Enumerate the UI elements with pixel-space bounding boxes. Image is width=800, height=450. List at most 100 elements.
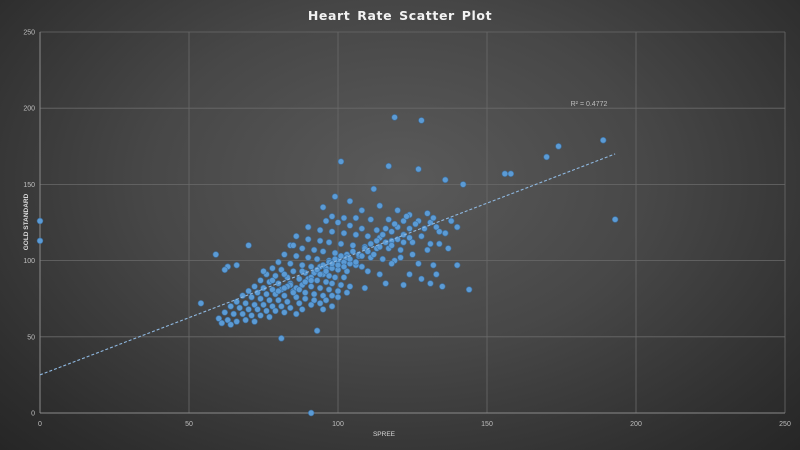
data-point (340, 229, 348, 237)
data-point (233, 318, 240, 325)
y-tick-label: 0 (31, 411, 35, 418)
data-point (409, 251, 416, 258)
x-tick-label: 100 (332, 421, 344, 428)
data-point (346, 222, 354, 229)
data-point (310, 246, 318, 254)
data-point (322, 297, 330, 304)
data-point (379, 255, 386, 263)
data-point (346, 283, 354, 290)
data-point (260, 301, 267, 308)
data-point (299, 245, 306, 252)
data-point (281, 251, 288, 258)
data-point (391, 114, 398, 121)
data-point (445, 245, 452, 252)
data-point (406, 225, 413, 232)
data-point (305, 223, 312, 231)
data-point (454, 261, 461, 269)
data-point (316, 300, 324, 307)
data-point (370, 251, 377, 258)
chart-title: Heart Rate Scatter Plot (307, 8, 493, 23)
data-point (293, 252, 300, 260)
y-axis-title: GOLD STANDARD (23, 193, 30, 250)
data-point (436, 240, 443, 248)
data-point (322, 268, 330, 275)
data-point (248, 293, 255, 301)
data-point (287, 260, 294, 267)
data-point (242, 316, 249, 324)
data-point (442, 229, 449, 237)
data-point (364, 233, 371, 240)
data-point (385, 216, 392, 223)
data-point (307, 301, 315, 308)
data-point (275, 297, 282, 304)
data-point (346, 197, 354, 205)
data-point (364, 268, 371, 275)
data-point (430, 261, 437, 269)
data-point (305, 254, 312, 261)
data-point (296, 275, 303, 283)
data-point (302, 278, 309, 286)
data-point (600, 137, 607, 144)
data-point (501, 170, 509, 177)
data-point (373, 237, 380, 244)
data-point (382, 225, 389, 232)
data-point (337, 158, 345, 165)
data-point (245, 287, 252, 295)
data-point (319, 204, 327, 211)
data-point (427, 219, 434, 226)
data-point (346, 255, 354, 263)
data-point (251, 301, 258, 308)
x-tick-label: 200 (630, 421, 642, 428)
data-point (266, 297, 273, 304)
data-point (263, 307, 270, 315)
data-point (349, 242, 357, 249)
data-point (406, 234, 413, 241)
data-point (367, 216, 374, 223)
data-point (400, 239, 407, 246)
data-point (278, 335, 285, 342)
data-point (272, 272, 279, 280)
x-tick-label: 50 (185, 421, 193, 428)
data-point (382, 280, 389, 287)
data-point (334, 293, 342, 301)
data-point (257, 312, 264, 319)
data-point (358, 207, 366, 214)
data-point (334, 261, 342, 269)
data-point (334, 287, 342, 295)
data-point (611, 216, 619, 223)
data-point (266, 313, 273, 321)
r-squared-label: R² = 0.4772 (571, 101, 608, 108)
data-point (236, 304, 243, 312)
data-point (281, 309, 288, 316)
data-point (218, 319, 225, 327)
data-point (307, 263, 315, 270)
data-point (242, 300, 249, 307)
data-point (322, 278, 330, 286)
data-point (251, 318, 258, 325)
data-point (296, 300, 303, 307)
data-point (221, 309, 228, 316)
data-point (299, 268, 306, 275)
data-point (263, 290, 270, 298)
data-point (328, 213, 336, 220)
data-point (328, 303, 336, 310)
data-point (418, 275, 425, 283)
data-point (352, 231, 360, 238)
data-point (391, 220, 398, 228)
data-point (296, 286, 303, 293)
data-point (319, 292, 327, 299)
data-point (337, 281, 345, 289)
data-point (373, 226, 380, 234)
data-point (257, 295, 264, 302)
data-point (418, 117, 425, 124)
data-point (415, 165, 422, 173)
data-point (316, 284, 324, 292)
data-point (269, 277, 276, 284)
data-point (358, 263, 366, 270)
data-point (331, 193, 339, 200)
data-point (239, 292, 246, 299)
data-point (313, 255, 321, 263)
data-point (328, 260, 336, 267)
data-point (290, 268, 297, 275)
data-point (230, 310, 237, 318)
